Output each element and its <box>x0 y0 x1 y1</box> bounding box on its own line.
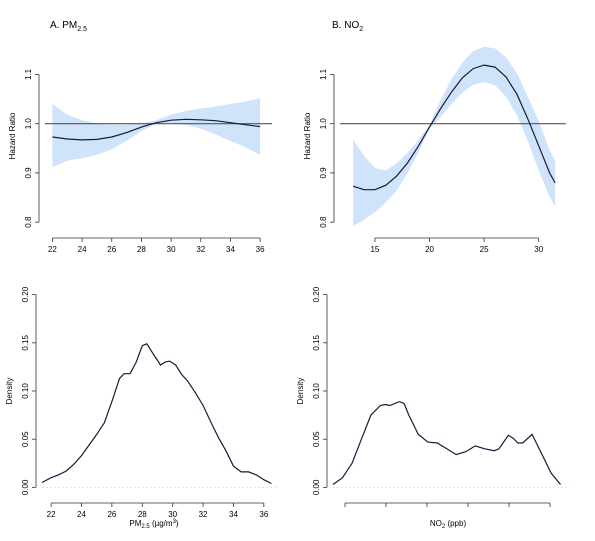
panel-b-series-line <box>352 64 556 191</box>
panel-d-series-line <box>332 400 561 485</box>
panel-d-y-tick-label: 0.05 <box>312 431 321 447</box>
panel-c-y-tick-label: 0.00 <box>21 479 30 495</box>
panel-d-y-tick-label: 0.15 <box>312 334 321 350</box>
panel-a-x-tick-label: 26 <box>107 245 116 254</box>
panel-b-y-tick-label: 1.1 <box>319 68 328 80</box>
panel-d-y-tick-label: 0.00 <box>312 479 321 495</box>
panel-c-x-tick-label: 32 <box>199 510 208 519</box>
panel-a-hazard-ratio-pm25: A. PM2.5 0.8 0.9 1.0 1.1 Hazard Ratio 22 24 26 2… <box>8 20 272 254</box>
panel-a-y-tick-label: 1.0 <box>24 118 33 130</box>
panel-a-title: A. PM2.5 <box>50 20 87 33</box>
panel-c-y-tick-label: 0.05 <box>21 431 30 447</box>
panel-c-y-tick-label: 0.15 <box>21 334 30 350</box>
panel-c-x-tick-label: 34 <box>229 510 238 519</box>
panel-c-x-tick-label: 30 <box>168 510 177 519</box>
panel-a-x-tick-label: 34 <box>226 245 235 254</box>
panel-c-y-tick-label: 0.20 <box>21 286 30 302</box>
panel-d-y-tick-label: 0.10 <box>312 383 321 399</box>
panel-a-y-tick-label: 0.8 <box>24 216 33 228</box>
panel-c-x-axis-label: PM2.5 (µg/m3) <box>129 519 179 530</box>
panel-b-y-tick-label: 0.8 <box>319 216 328 228</box>
panel-a-x-tick-label: 28 <box>137 245 146 254</box>
panel-a-x-tick-label: 36 <box>256 245 265 254</box>
panel-c-y-tick-label: 0.10 <box>21 383 30 399</box>
panel-b-y-tick-label: 1.0 <box>319 118 328 130</box>
panel-a-x-tick-label: 32 <box>196 245 205 254</box>
panel-a-y-axis-label: Hazard Ratio <box>8 112 17 159</box>
panel-b-x-tick-label: 25 <box>480 245 489 254</box>
panel-b-x-tick-label: 15 <box>370 245 379 254</box>
panel-a-series-line <box>52 118 261 141</box>
panel-d-density-no2: 0.00 0.05 0.10 0.15 0.20 Density NO2 (ppb) <box>296 286 570 530</box>
panel-c-x-tick-label: 24 <box>77 510 86 519</box>
panel-c-x-tick-label: 28 <box>138 510 147 519</box>
panel-c-x-tick-label: 36 <box>259 510 268 519</box>
panel-c-x-tick-label: 22 <box>47 510 56 519</box>
panel-c-series-line <box>41 343 272 485</box>
panel-b-y-axis-label: Hazard Ratio <box>303 112 312 159</box>
panel-c-density-pm25: 0.00 0.05 0.10 0.15 0.20 Density 22 24 26 28 30 32 3… <box>5 286 276 530</box>
panel-b-hazard-ratio-no2: B. NO2 0.8 0.9 1.0 1.1 Hazard Ratio 15 20 25 30 <box>303 20 566 254</box>
panel-a-x-tick-label: 30 <box>167 245 176 254</box>
panel-b-title: B. NO2 <box>332 20 363 33</box>
panel-a-y-tick-label: 0.9 <box>24 167 33 179</box>
panel-b-x-tick-label: 30 <box>534 245 543 254</box>
panel-d-y-axis-label: Density <box>296 378 305 405</box>
panel-a-x-tick-label: 24 <box>78 245 87 254</box>
panel-b-y-tick-label: 0.9 <box>319 167 328 179</box>
panel-b-confidence-band <box>353 46 556 227</box>
panel-b-x-tick-label: 20 <box>425 245 434 254</box>
panel-a-x-tick-label: 22 <box>48 245 57 254</box>
panel-c-x-tick-label: 26 <box>107 510 116 519</box>
panel-d-y-tick-label: 0.20 <box>312 286 321 302</box>
panel-a-y-tick-label: 1.1 <box>24 68 33 80</box>
panel-c-y-axis-label: Density <box>5 378 14 405</box>
panel-d-x-axis-label: NO2 (ppb) <box>430 519 467 530</box>
panel-a-confidence-band <box>52 98 261 167</box>
